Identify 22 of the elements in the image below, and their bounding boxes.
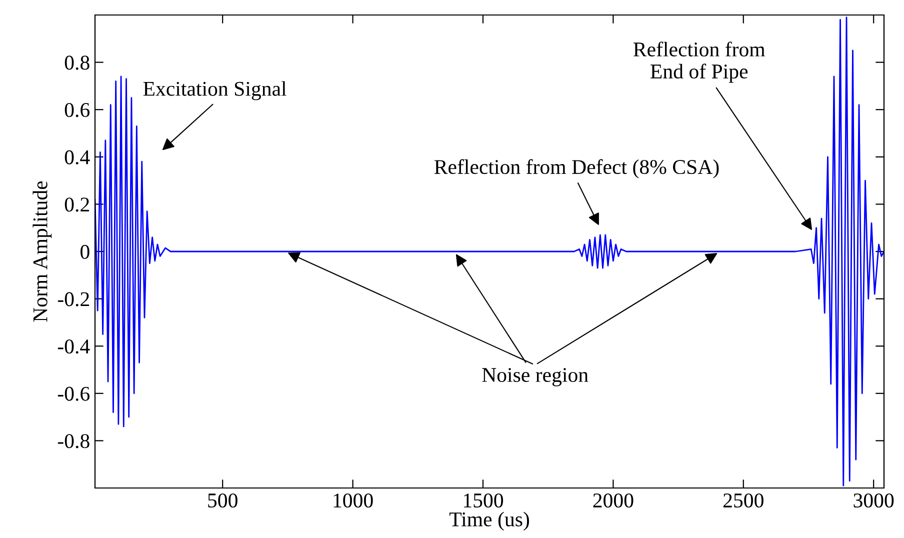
x-axis-title: Time (us) bbox=[449, 512, 530, 531]
y-tick-label: -0.6 bbox=[58, 386, 90, 401]
y-tick-label: -0.2 bbox=[58, 292, 89, 306]
annotation: Noise region bbox=[482, 368, 588, 386]
y-tick-label: -0.8 bbox=[58, 434, 90, 448]
x-tick-label: 1500 bbox=[464, 493, 504, 508]
y-tick-label: 0.4 bbox=[64, 150, 90, 164]
y-tick-label: -0.4 bbox=[58, 339, 90, 354]
annotation: Reflection from Defect (8% CSA) bbox=[434, 159, 719, 178]
y-tick-label: 0 bbox=[80, 244, 90, 259]
x-tick-label: 2500 bbox=[723, 493, 764, 508]
y-tick-label: 0.8 bbox=[64, 56, 90, 70]
y-tick-label: 0.2 bbox=[64, 198, 89, 212]
y-tick-label: 0.6 bbox=[64, 102, 90, 118]
x-tick-label: 3000 bbox=[854, 493, 894, 508]
annotation: Reflection from End of Pipe bbox=[633, 42, 766, 83]
annotation: Excitation Signal bbox=[143, 81, 286, 100]
line-series bbox=[95, 16, 884, 486]
x-tick-label: 500 bbox=[208, 493, 238, 508]
x-tick-label: 2000 bbox=[593, 493, 634, 508]
y-axis-title: Norm Amplitude bbox=[32, 181, 52, 322]
x-tick-label: 1000 bbox=[334, 493, 373, 508]
